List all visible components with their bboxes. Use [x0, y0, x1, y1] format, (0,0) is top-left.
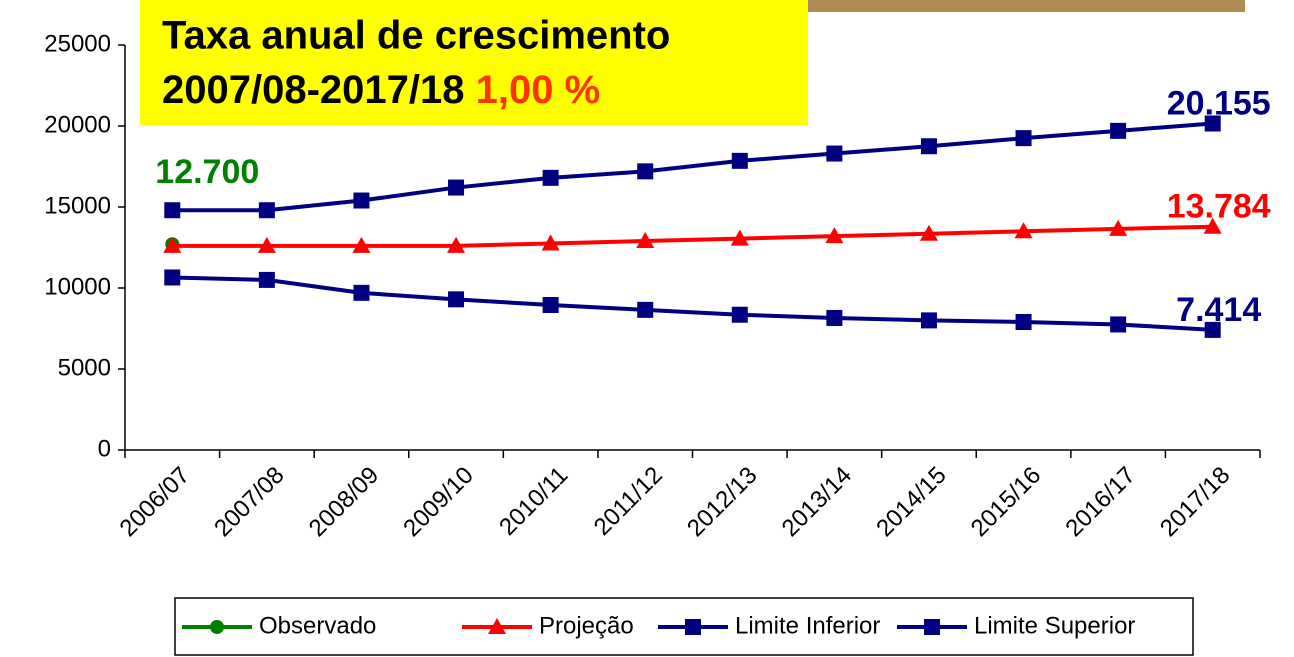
marker: [924, 619, 940, 635]
series-line: [172, 121, 1213, 213]
x-tick-label: 2015/16: [966, 462, 1046, 542]
x-tick-label: 2010/11: [494, 462, 573, 541]
legend-label: Observado: [259, 612, 376, 639]
marker: [1110, 316, 1127, 333]
marker: [826, 309, 843, 326]
marker: [920, 312, 937, 329]
marker: [1015, 130, 1032, 147]
marker: [919, 224, 938, 241]
legend-label: Projeção: [539, 612, 634, 639]
legend-label: Limite Inferior: [735, 612, 880, 639]
decorative-strip: [808, 0, 1245, 12]
marker: [488, 618, 506, 634]
series-line: [172, 275, 1213, 332]
y-tick-label: 25000: [44, 30, 111, 57]
y-tick-label: 15000: [44, 192, 111, 219]
marker: [731, 152, 748, 169]
value-label: 7.414: [1176, 291, 1261, 329]
marker: [448, 291, 465, 308]
marker: [826, 145, 843, 162]
legend-label: Limite Superior: [974, 612, 1135, 639]
annotation-period: 2007/08-2017/18: [162, 68, 465, 112]
y-tick-label: 10000: [44, 273, 111, 300]
marker: [636, 232, 655, 249]
marker: [685, 619, 701, 635]
y-tick-label: 5000: [58, 354, 111, 381]
y-tick-label: 0: [98, 435, 111, 462]
marker: [352, 236, 371, 253]
marker: [1203, 217, 1222, 234]
marker: [1014, 222, 1033, 239]
marker: [210, 620, 224, 634]
marker: [1204, 321, 1221, 338]
marker: [637, 163, 654, 180]
annotation-line: 2007/08-2017/18 1,00 %: [162, 68, 600, 112]
marker: [542, 169, 559, 186]
value-label: 20.155: [1167, 84, 1271, 122]
marker: [637, 301, 654, 318]
marker: [353, 284, 370, 301]
value-label: 13.784: [1167, 188, 1271, 226]
marker: [1015, 314, 1032, 331]
marker: [448, 179, 465, 196]
marker: [825, 227, 844, 244]
x-tick-label: 2013/14: [777, 462, 857, 542]
x-tick-label: 2008/09: [304, 462, 384, 542]
annotation-line: Taxa anual de crescimento: [162, 14, 670, 58]
marker: [1110, 122, 1127, 139]
marker: [447, 236, 466, 253]
marker: [542, 297, 559, 314]
annotation-rate: 1,00 %: [476, 68, 601, 112]
marker: [258, 271, 275, 288]
x-tick-label: 2014/15: [871, 462, 951, 542]
x-tick-label: 2017/18: [1155, 462, 1235, 542]
marker: [257, 236, 276, 253]
x-tick-label: 2006/07: [115, 462, 195, 542]
series-line: [172, 224, 1213, 248]
marker: [731, 306, 748, 323]
marker: [730, 229, 749, 246]
x-tick-label: 2009/10: [398, 462, 478, 542]
marker: [163, 236, 182, 253]
marker: [258, 202, 275, 219]
marker: [164, 202, 181, 219]
x-tick-label: 2016/17: [1060, 462, 1140, 542]
x-tick-label: 2012/13: [682, 462, 762, 542]
value-label: 12.700: [155, 153, 259, 191]
marker: [164, 269, 181, 286]
marker: [353, 192, 370, 209]
y-tick-label: 20000: [44, 111, 111, 138]
x-tick-label: 2011/12: [589, 462, 668, 541]
x-tick-label: 2007/08: [209, 462, 289, 542]
marker: [920, 138, 937, 155]
marker: [1109, 219, 1128, 236]
marker: [1204, 115, 1221, 132]
annotation-box: [140, 0, 808, 125]
marker: [541, 234, 560, 251]
